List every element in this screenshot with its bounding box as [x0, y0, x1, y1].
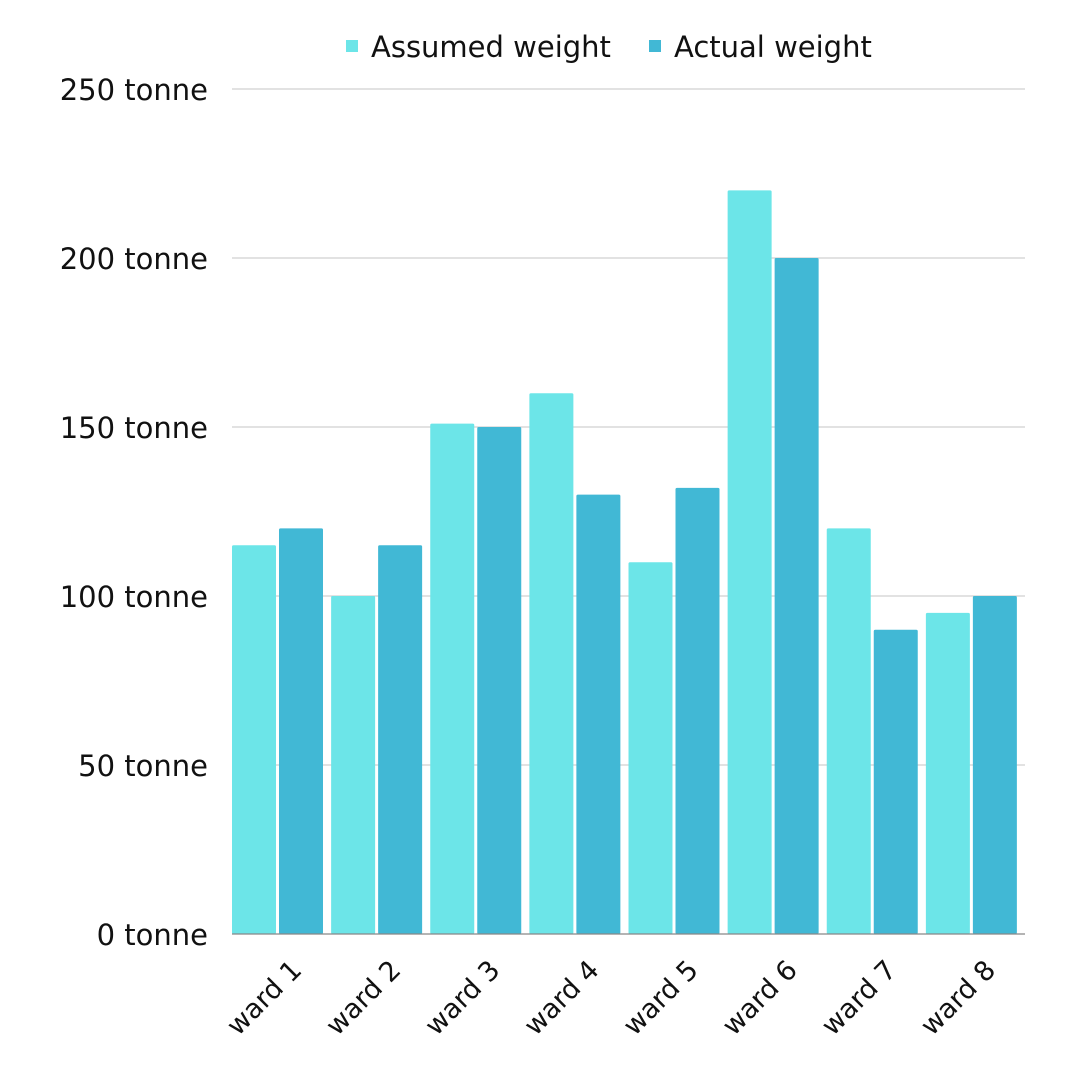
y-tick-label: 200 tonne	[60, 242, 208, 276]
bar-actual-5	[675, 487, 720, 934]
y-tick-label: 50 tonne	[78, 749, 208, 783]
y-tick-label: 250 tonne	[60, 73, 208, 107]
bar-actual-2	[378, 545, 423, 934]
x-tick-label: ward 1	[221, 955, 308, 1042]
y-tick-label: 0 tonne	[97, 918, 208, 952]
x-tick-label: ward 7	[816, 955, 903, 1042]
bar-assumed-1	[232, 545, 276, 934]
bar-assumed-4	[529, 393, 574, 934]
legend: Assumed weight Actual weight	[346, 30, 872, 64]
bar-actual-1	[279, 528, 323, 934]
x-tick-label: ward 5	[618, 955, 705, 1042]
bar-assumed-5	[628, 562, 673, 934]
x-tick-label: ward 4	[518, 955, 605, 1042]
bar-assumed-8	[925, 612, 970, 934]
bar-actual-3	[477, 427, 522, 934]
y-tick-label: 100 tonne	[60, 580, 208, 614]
legend-label-actual: Actual weight	[674, 30, 872, 64]
bar-actual-4	[576, 494, 621, 934]
x-tick-label: ward 8	[915, 955, 1002, 1042]
bar-assumed-2	[331, 596, 376, 934]
bar-assumed-3	[430, 423, 475, 934]
x-tick-label: ward 2	[320, 955, 407, 1042]
bars	[232, 190, 1017, 934]
y-tick-label: 150 tonne	[60, 411, 208, 445]
bar-assumed-6	[727, 190, 772, 934]
legend-label-assumed: Assumed weight	[371, 30, 611, 64]
x-tick-label: ward 6	[717, 955, 804, 1042]
bar-actual-6	[774, 258, 819, 934]
bar-actual-7	[873, 629, 918, 934]
legend-swatch-assumed	[346, 40, 358, 52]
x-tick-label: ward 3	[419, 955, 506, 1042]
legend-swatch-actual	[649, 40, 661, 52]
bar-assumed-7	[826, 528, 871, 934]
bar-actual-8	[972, 596, 1017, 934]
